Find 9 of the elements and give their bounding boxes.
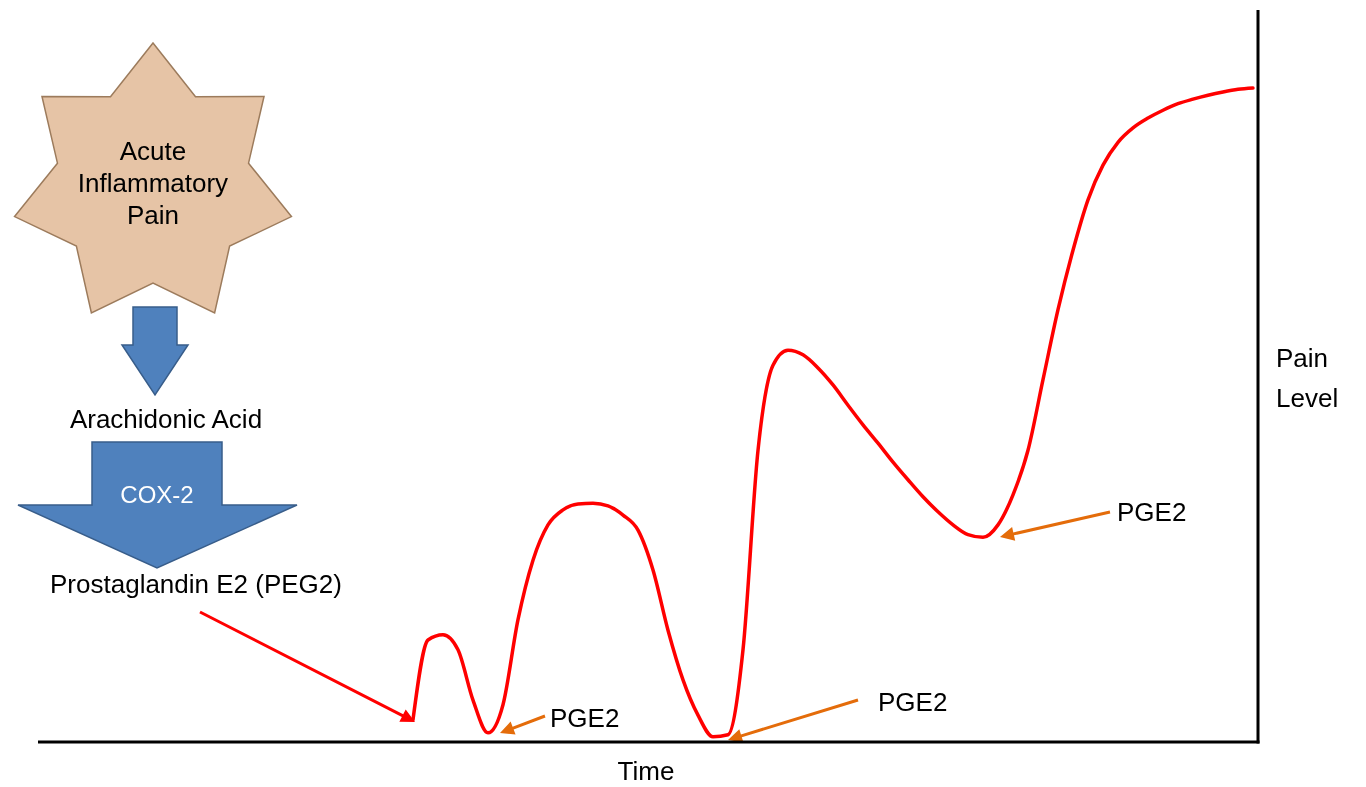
text: Prostaglandin E2 (PEG2): [50, 569, 342, 599]
text: Arachidonic Acid: [69, 404, 263, 434]
annotation: PGE2: [878, 687, 948, 717]
annotation: PGE2: [550, 703, 620, 733]
text: Acute Inflammatory Pain: [77, 136, 229, 230]
text: COX-2: [120, 481, 194, 508]
annotation: PGE2: [1117, 497, 1187, 527]
y-axis-title: Pain Level: [1276, 343, 1339, 413]
x-axis-title: Time: [617, 756, 675, 786]
